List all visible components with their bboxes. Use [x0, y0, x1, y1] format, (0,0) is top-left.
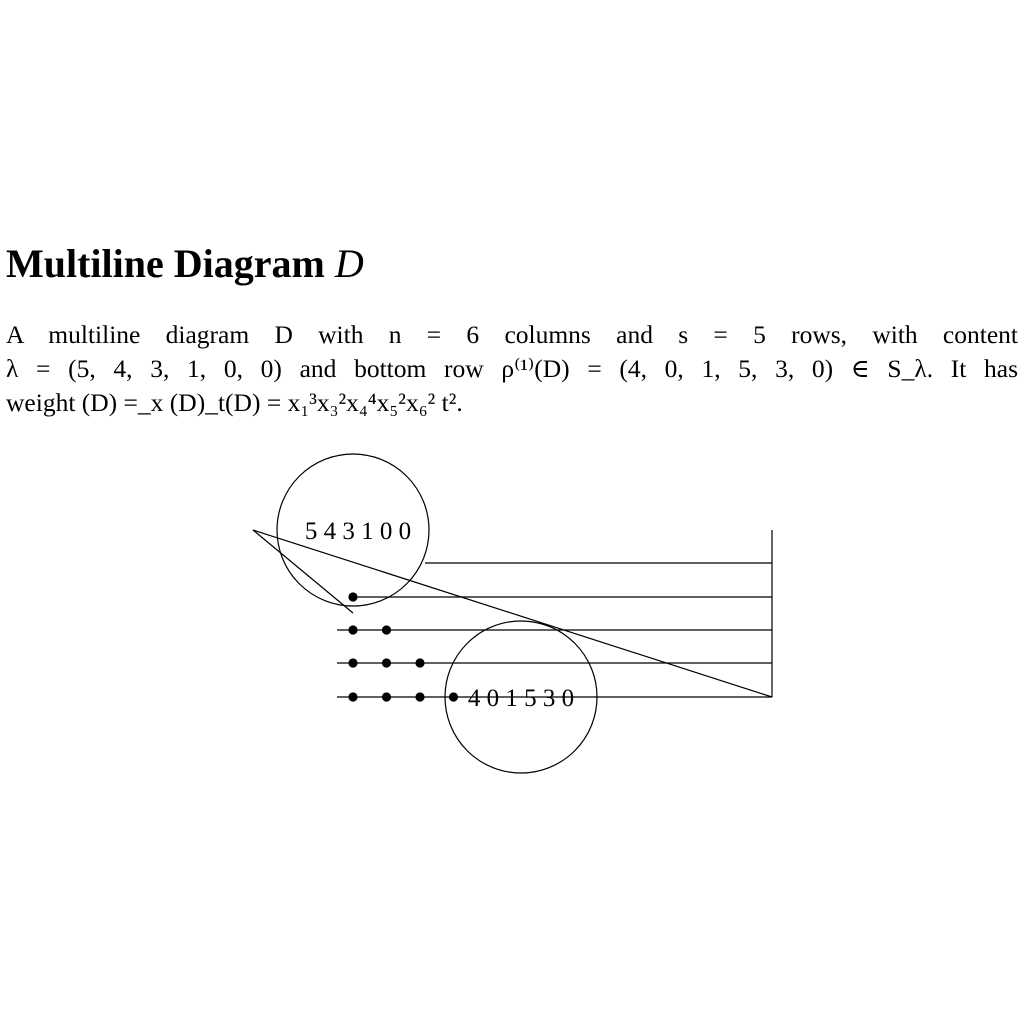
- dot-row-5-2: [381, 692, 392, 702]
- dot-row-5-1: [348, 692, 358, 702]
- dot-row-2-1: [348, 592, 358, 602]
- diagonal-line: [252, 529, 773, 698]
- description-line-2: λ = (5, 4, 3, 1, 0, 0) and bottom row ρ⁽…: [6, 354, 1018, 383]
- pointer-line: [252, 529, 354, 614]
- title-variable: D: [334, 241, 364, 286]
- dot-row-3-1: [348, 625, 358, 635]
- row-lines: [337, 562, 772, 698]
- dot-row-4-1: [348, 658, 358, 668]
- bottom-row-label: 4 0 1 5 3 0: [468, 685, 574, 712]
- dot-row-4-3: [415, 658, 425, 668]
- description-line-3: weight (D) =_x (D)_t(D) = x₁³x₃²x₄⁴x₅²x₆…: [6, 388, 463, 417]
- content-circle: [276, 453, 430, 607]
- page-title: Multiline Diagram D: [6, 240, 364, 288]
- description-paragraph: A multiline diagram D with n = 6 columns…: [6, 318, 1018, 420]
- dot-row-3-2: [381, 625, 392, 635]
- title-text: Multiline Diagram: [6, 241, 335, 286]
- bottom-row-circle: [444, 620, 598, 774]
- description-line-1: A multiline diagram D with n = 6 columns…: [6, 320, 1018, 349]
- dot-row-5-3: [415, 692, 425, 702]
- content-label: 5 4 3 1 0 0: [305, 518, 411, 545]
- dot-row-5-4: [448, 692, 459, 702]
- dots: [348, 592, 459, 702]
- dot-row-4-2: [381, 658, 392, 668]
